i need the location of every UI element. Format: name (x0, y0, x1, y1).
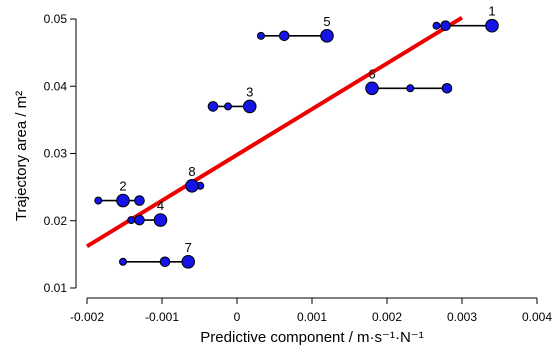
data-point-large (320, 29, 334, 43)
data-point-large (116, 193, 130, 208)
data-point-small (119, 257, 127, 266)
fit-line (85, 15, 464, 249)
point-group-1: 1 (432, 4, 499, 33)
y-axis-title: Trajectory area / m² (13, 91, 30, 221)
x-tick-label: -0.001 (145, 310, 179, 324)
data-point-large (153, 213, 168, 227)
point-group-3: 3 (207, 84, 257, 114)
data-point-medium (134, 195, 145, 206)
point-group-8: 8 (185, 164, 205, 193)
point-label: 4 (157, 198, 164, 213)
data-point-small (257, 31, 265, 40)
point-group-6: 6 (365, 66, 453, 96)
data-point-large (181, 254, 196, 269)
data-point-medium (441, 82, 453, 94)
data-point-small (94, 196, 103, 205)
x-tick-label: 0.002 (372, 310, 402, 324)
point-group-7: 7 (119, 240, 196, 269)
fit-line-layer (85, 15, 464, 249)
point-label: 1 (488, 4, 495, 19)
point-group-5: 5 (257, 14, 334, 43)
data-point-medium (207, 101, 219, 112)
data-point-small (224, 102, 232, 111)
point-label: 3 (246, 84, 253, 99)
y-axis: 0.01 0.02 0.03 0.04 0.05 (44, 12, 77, 295)
x-tick-label: 0.003 (447, 310, 477, 324)
data-point-small (127, 216, 136, 225)
x-tick-label: 0.004 (522, 310, 552, 324)
points-layer: 1 2 3 4 5 6 7 8 (94, 4, 499, 269)
x-tick-label: 0 (234, 310, 241, 324)
point-label: 7 (185, 240, 192, 255)
point-group-2: 2 (94, 179, 145, 208)
data-point-large (485, 18, 499, 33)
y-tick-label: 0.05 (44, 12, 68, 26)
x-tick-label: 0.001 (297, 310, 327, 324)
data-point-medium (440, 20, 451, 32)
x-axis-title: Predictive component / m·s⁻¹·N⁻¹ (200, 329, 423, 346)
y-tick-label: 0.03 (44, 147, 68, 161)
y-tick-label: 0.01 (44, 281, 68, 295)
point-group-4: 4 (127, 198, 168, 227)
point-label: 5 (323, 14, 330, 29)
x-tick-label: -0.002 (70, 310, 104, 324)
point-label: 2 (119, 179, 126, 194)
y-tick-label: 0.02 (44, 214, 68, 228)
point-label: 6 (368, 66, 375, 81)
x-axis: -0.002 -0.001 0 0.001 0.002 0.003 0.004 (70, 297, 552, 324)
data-point-medium (134, 214, 145, 226)
point-label: 8 (188, 164, 195, 179)
data-point-medium (159, 256, 171, 268)
data-point-large (365, 81, 379, 96)
data-point-large (242, 99, 257, 114)
y-tick-label: 0.04 (44, 79, 68, 93)
data-point-medium (278, 30, 290, 42)
data-point-small (406, 84, 415, 93)
data-point-small (432, 21, 441, 30)
data-point-large (185, 178, 199, 193)
